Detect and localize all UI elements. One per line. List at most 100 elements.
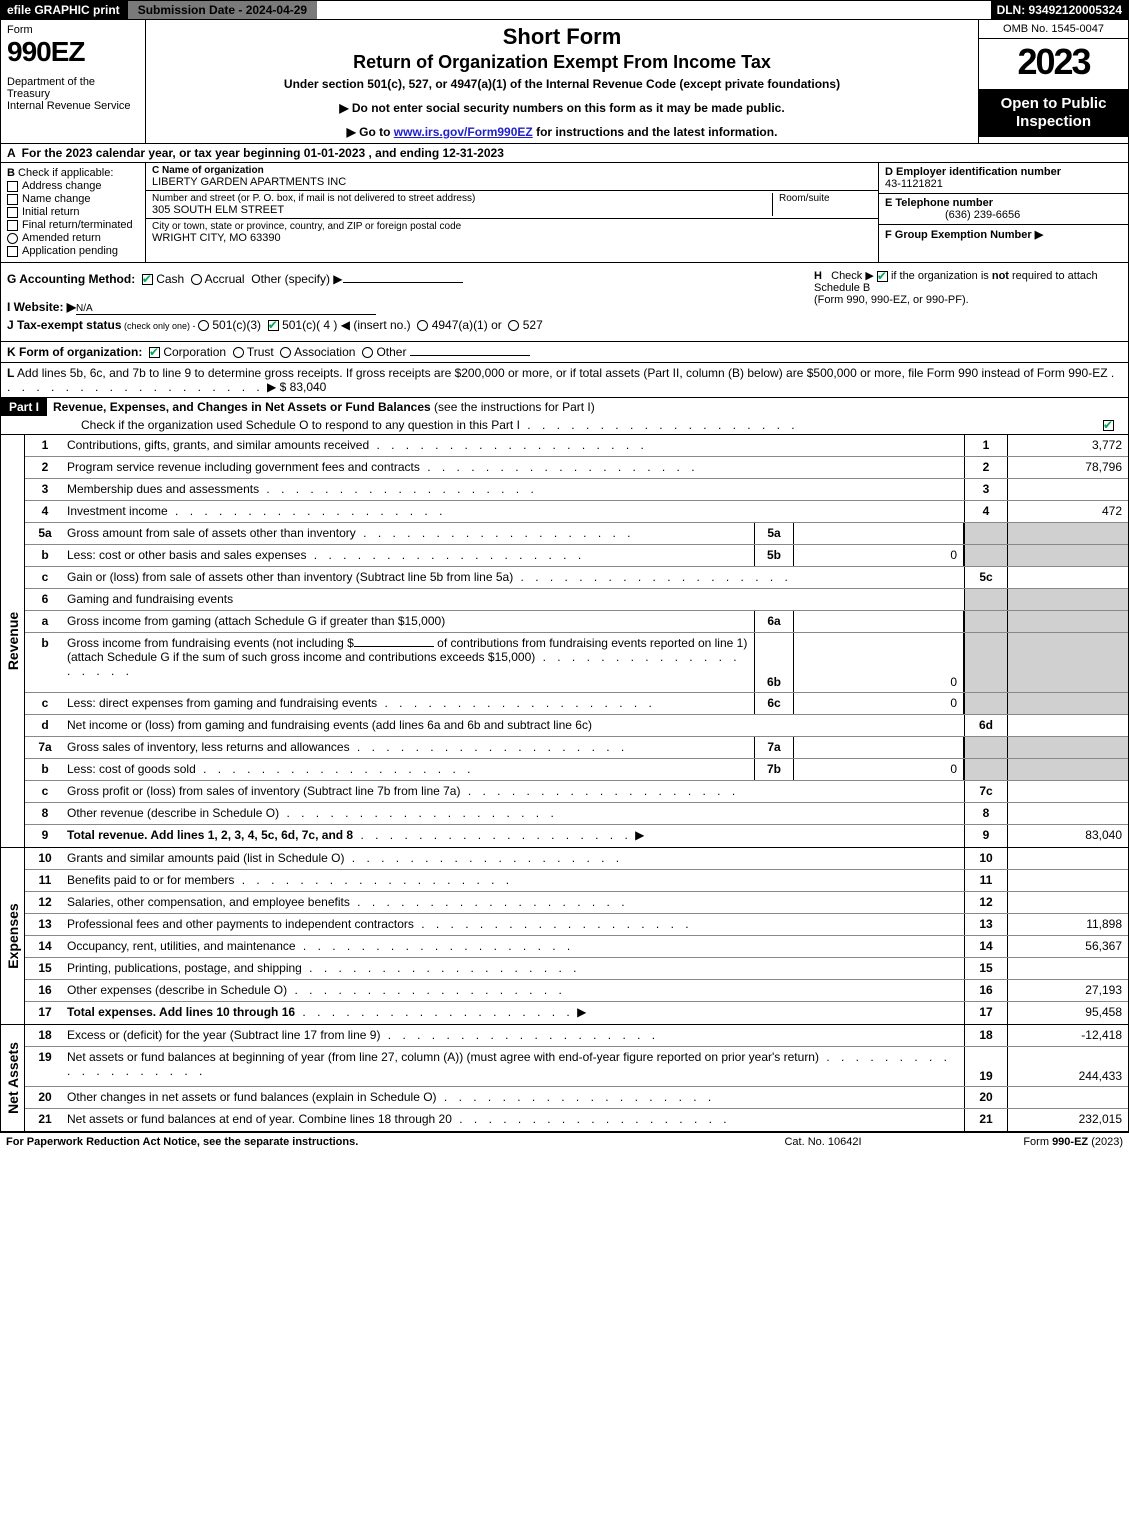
row-rlabel: 10 (964, 848, 1008, 869)
other-org-input[interactable] (410, 355, 530, 356)
row-7c: c Gross profit or (loss) from sales of i… (25, 781, 1128, 803)
row-rval: 27,193 (1008, 980, 1128, 1001)
row-2: 2 Program service revenue including gove… (25, 457, 1128, 479)
row-num: 13 (25, 914, 65, 935)
row-desc: Other revenue (describe in Schedule O) (65, 803, 964, 824)
chk-other-org[interactable] (362, 347, 373, 358)
dept-label: Department of the Treasury Internal Reve… (7, 76, 139, 112)
chk-schedule-b[interactable] (877, 271, 888, 282)
row-num: b (25, 633, 65, 692)
row-rlabel: 17 (964, 1002, 1008, 1024)
chk-schedule-o[interactable] (1103, 420, 1114, 431)
part-i-title-paren: (see the instructions for Part I) (431, 400, 595, 414)
chk-4947[interactable] (417, 320, 428, 331)
row-rlabel: 11 (964, 870, 1008, 891)
chk-initial-return[interactable] (7, 207, 18, 218)
row-desc: Less: cost or other basis and sales expe… (65, 545, 754, 566)
part-i-label: Part I (1, 398, 47, 416)
instr-goto-pre: ▶ Go to (347, 125, 394, 139)
chk-501c[interactable] (268, 320, 279, 331)
chk-501c3[interactable] (198, 320, 209, 331)
row-5c: c Gain or (loss) from sale of assets oth… (25, 567, 1128, 589)
row-num: 19 (25, 1047, 65, 1086)
row-sval (794, 523, 964, 544)
row-num: 7a (25, 737, 65, 758)
row-num: 10 (25, 848, 65, 869)
row-rval: 95,458 (1008, 1002, 1128, 1024)
row-rlabel: 4 (964, 501, 1008, 522)
tax-year: 2023 (979, 39, 1128, 89)
other-input[interactable] (343, 282, 463, 283)
chk-trust[interactable] (233, 347, 244, 358)
line-a: A For the 2023 calendar year, or tax yea… (0, 144, 1129, 163)
row-desc: Gross amount from sale of assets other t… (65, 523, 754, 544)
row-slabel: 6c (754, 693, 794, 714)
row-11: 11 Benefits paid to or for members 11 (25, 870, 1128, 892)
row-rlabel: 5c (964, 567, 1008, 588)
row-num: c (25, 567, 65, 588)
row-7a: 7a Gross sales of inventory, less return… (25, 737, 1128, 759)
row-10: 10 Grants and similar amounts paid (list… (25, 848, 1128, 870)
row-15: 15 Printing, publications, postage, and … (25, 958, 1128, 980)
row-4: 4 Investment income 4 472 (25, 501, 1128, 523)
chk-amended-return[interactable] (7, 233, 18, 244)
row-num: 15 (25, 958, 65, 979)
row-rval-shade (1008, 589, 1128, 610)
line-l-arrow: ▶ $ (267, 380, 286, 394)
chk-final-return[interactable] (7, 220, 18, 231)
chk-527[interactable] (508, 320, 519, 331)
row-6d: d Net income or (loss) from gaming and f… (25, 715, 1128, 737)
chk-corporation[interactable] (149, 347, 160, 358)
row-desc: Gross income from fundraising events (no… (65, 633, 754, 692)
chk-association[interactable] (280, 347, 291, 358)
row-17: 17 Total expenses. Add lines 10 through … (25, 1002, 1128, 1024)
chk-address-change[interactable] (7, 181, 18, 192)
row-rval: 78,796 (1008, 457, 1128, 478)
row-desc: Grants and similar amounts paid (list in… (65, 848, 964, 869)
chk-name-change[interactable] (7, 194, 18, 205)
row-rval: -12,418 (1008, 1025, 1128, 1046)
opt-association: Association (294, 345, 355, 359)
row-sval: 0 (794, 633, 964, 692)
arrow-icon: ▶ (635, 828, 644, 842)
header-left: Form 990EZ Department of the Treasury In… (1, 20, 146, 143)
row-8: 8 Other revenue (describe in Schedule O)… (25, 803, 1128, 825)
row-rlabel-shade (964, 737, 1008, 758)
row-21: 21 Net assets or fund balances at end of… (25, 1109, 1128, 1131)
opt-other-org: Other (376, 345, 406, 359)
opt-final-return: Final return/terminated (22, 219, 133, 231)
website-label: I Website: ▶ (7, 300, 76, 314)
chk-accrual[interactable] (191, 274, 202, 285)
submission-date: Submission Date - 2024-04-29 (126, 1, 317, 19)
row-slabel: 5b (754, 545, 794, 566)
row-desc: Other changes in net assets or fund bala… (65, 1087, 964, 1108)
col-b-head: B (7, 167, 15, 179)
top-bar: efile GRAPHIC print Submission Date - 20… (0, 0, 1129, 20)
row-rval-shade (1008, 737, 1128, 758)
instr-goto-post: for instructions and the latest informat… (533, 125, 778, 139)
revenue-section: Revenue 1 Contributions, gifts, grants, … (0, 435, 1129, 848)
dln-label: DLN: 93492120005324 (991, 1, 1128, 19)
row-num: 8 (25, 803, 65, 824)
row-rval: 3,772 (1008, 435, 1128, 456)
row-num: a (25, 611, 65, 632)
row-num: b (25, 545, 65, 566)
col-g: G Accounting Method: Cash Accrual Other … (1, 263, 808, 341)
row-rval (1008, 715, 1128, 736)
header-right: OMB No. 1545-0047 2023 Open to Public In… (978, 20, 1128, 143)
h-not: not (992, 270, 1009, 282)
irs-link[interactable]: www.irs.gov/Form990EZ (394, 125, 533, 139)
revenue-vlabel: Revenue (1, 435, 25, 847)
main-title: Return of Organization Exempt From Incom… (156, 52, 968, 73)
row-rval-shade (1008, 633, 1128, 692)
chk-cash[interactable] (142, 274, 153, 285)
row-rlabel-shade (964, 545, 1008, 566)
line-l-label: L (7, 366, 14, 380)
chk-application-pending[interactable] (7, 246, 18, 257)
row-rval-shade (1008, 693, 1128, 714)
h-check-text: Check ▶ (831, 270, 874, 282)
row-5a: 5a Gross amount from sale of assets othe… (25, 523, 1128, 545)
row-rval (1008, 567, 1128, 588)
accrual-label: Accrual (205, 272, 245, 286)
spacer (317, 1, 990, 19)
